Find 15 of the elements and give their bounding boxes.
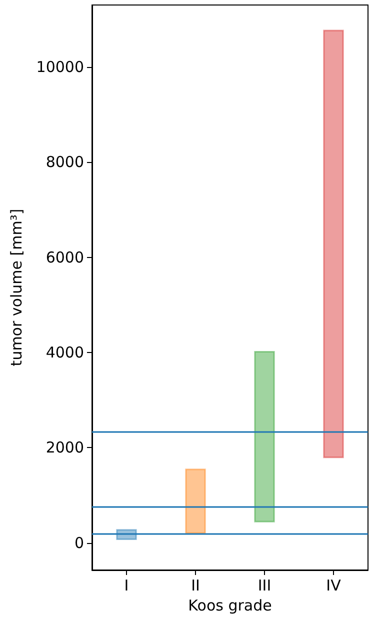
bar <box>254 351 275 522</box>
y-tick-label: 10000 <box>36 58 84 76</box>
y-tick-label: 4000 <box>46 343 84 362</box>
x-axis-title: Koos grade <box>188 596 272 614</box>
y-tick-label: 6000 <box>46 248 84 266</box>
bar <box>185 468 206 534</box>
x-tick-label: I <box>124 576 129 594</box>
y-axis-title: tumor volume [mm³] <box>8 208 26 366</box>
y-tick-label: 0 <box>74 534 84 552</box>
x-tick-label: III <box>258 576 272 594</box>
x-tick-label: II <box>191 576 200 594</box>
y-tick-label: 8000 <box>46 153 84 172</box>
bar <box>323 30 344 458</box>
x-tick-label: IV <box>326 576 342 594</box>
y-tick-label: 2000 <box>46 438 84 457</box>
